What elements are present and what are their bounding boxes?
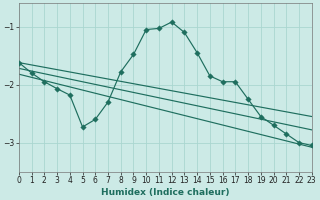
X-axis label: Humidex (Indice chaleur): Humidex (Indice chaleur) (101, 188, 229, 197)
